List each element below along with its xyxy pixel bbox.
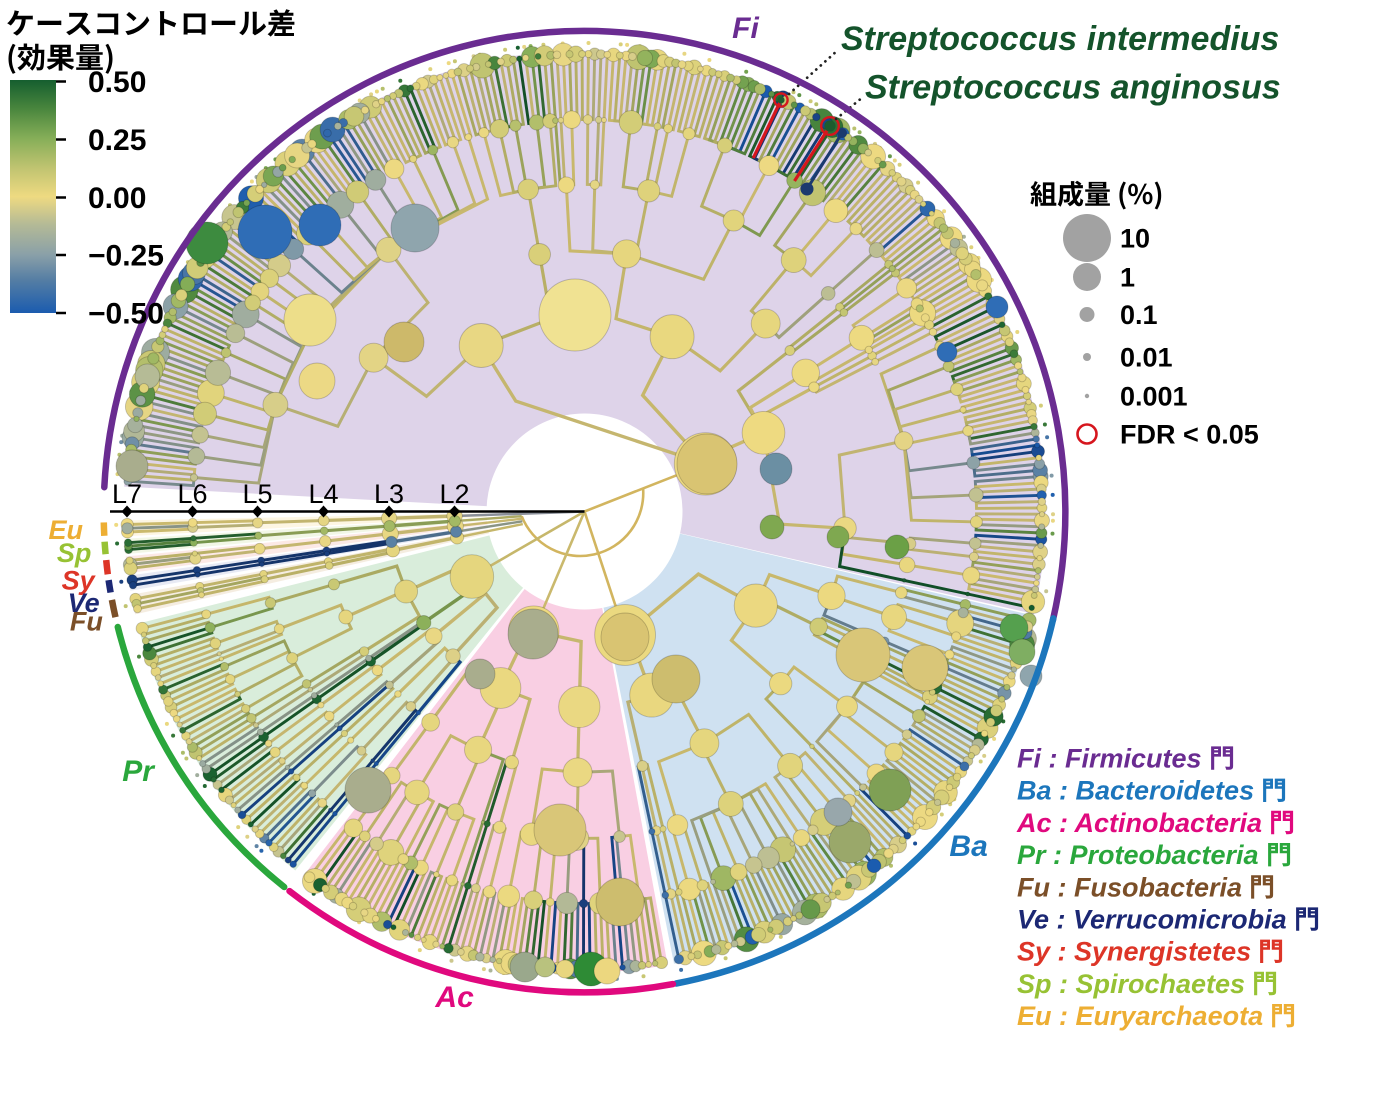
svg-text:Ac : Actinobacteria: Ac : Actinobacteria bbox=[1016, 808, 1262, 838]
svg-text:Pr: Pr bbox=[122, 755, 156, 788]
svg-text:L7: L7 bbox=[112, 479, 142, 509]
svg-text:Fi : Firmicutes: Fi : Firmicutes bbox=[1017, 744, 1202, 774]
svg-text:Sy: Sy bbox=[62, 565, 97, 595]
svg-text:Ve: Ve bbox=[68, 588, 100, 618]
svg-text:Sy : Synergistetes: Sy : Synergistetes bbox=[1017, 937, 1251, 967]
svg-text:Eu: Eu bbox=[49, 515, 84, 545]
svg-text:FDR < 0.05: FDR < 0.05 bbox=[1120, 420, 1259, 450]
svg-text:Streptococcus intermedius: Streptococcus intermedius bbox=[841, 20, 1279, 58]
svg-text:Ba : Bacteroidetes: Ba : Bacteroidetes bbox=[1017, 776, 1254, 806]
svg-text:Sp : Spirochaetes: Sp : Spirochaetes bbox=[1017, 969, 1245, 999]
svg-text:Ve : Verrucomicrobia: Ve : Verrucomicrobia bbox=[1017, 905, 1287, 935]
svg-text:0.00: 0.00 bbox=[88, 182, 146, 215]
svg-text:Streptococcus anginosus: Streptococcus anginosus bbox=[865, 69, 1281, 107]
svg-text:Pr : Proteobacteria: Pr : Proteobacteria bbox=[1017, 840, 1259, 870]
svg-text:0.50: 0.50 bbox=[88, 66, 146, 99]
svg-text:L3: L3 bbox=[374, 479, 404, 509]
svg-text:L4: L4 bbox=[308, 479, 338, 509]
svg-text:Ba: Ba bbox=[949, 830, 987, 863]
svg-text:L6: L6 bbox=[177, 479, 207, 509]
svg-text:L2: L2 bbox=[439, 479, 469, 509]
svg-text:1: 1 bbox=[1120, 263, 1135, 293]
svg-text:Fu: Fu bbox=[70, 607, 103, 637]
svg-text:L5: L5 bbox=[242, 479, 272, 509]
svg-text:0.25: 0.25 bbox=[88, 124, 146, 157]
svg-text:10: 10 bbox=[1120, 224, 1150, 254]
svg-text:−0.50: −0.50 bbox=[88, 298, 164, 331]
svg-text:0.001: 0.001 bbox=[1120, 382, 1188, 412]
svg-text:Sp: Sp bbox=[57, 538, 92, 568]
svg-text:−0.25: −0.25 bbox=[88, 240, 164, 273]
svg-text:0.01: 0.01 bbox=[1120, 343, 1173, 373]
svg-text:Eu : Euryarchaeota: Eu : Euryarchaeota bbox=[1017, 1001, 1263, 1031]
svg-text:Fu : Fusobacteria: Fu : Fusobacteria bbox=[1017, 872, 1242, 902]
svg-text:0.1: 0.1 bbox=[1120, 300, 1158, 330]
svg-text:Fi: Fi bbox=[732, 12, 759, 45]
svg-text:Ac: Ac bbox=[434, 981, 474, 1014]
